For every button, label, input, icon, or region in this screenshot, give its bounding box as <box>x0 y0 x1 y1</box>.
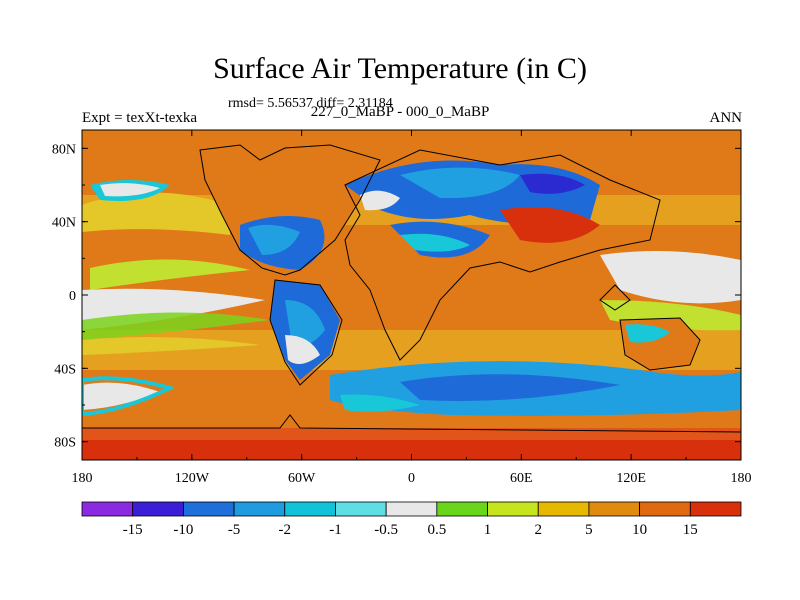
mideast-cyan <box>400 233 470 252</box>
southern-ocean-cyan <box>340 394 420 412</box>
lon-tick-label: 180 <box>72 471 93 486</box>
colorbar-swatch <box>132 501 184 517</box>
colorbar-label: 2 <box>534 522 542 538</box>
colorbar: -15 -10 -5 -2 -1 -0.5 0.5 1 2 5 10 15 <box>81 501 742 538</box>
colorbar-swatch <box>233 501 286 517</box>
lon-tick-label: 120W <box>175 471 210 486</box>
sa-white <box>285 335 320 364</box>
tropical-green <box>90 259 250 290</box>
experiment-label: Expt = texXt-texka <box>82 110 198 126</box>
lat-tick-label: 40S <box>54 362 76 377</box>
colorbar-label: -0.5 <box>374 522 398 538</box>
asia-hot <box>500 207 600 243</box>
colorbar-label: 15 <box>683 522 698 538</box>
lon-tick-label: 0 <box>408 471 415 486</box>
colorbar-swatch <box>487 501 539 517</box>
temperature-field <box>82 130 741 460</box>
subtitle-label: 227_0_MaBP - 000_0_MaBP <box>310 104 490 120</box>
sa-lightblue <box>285 300 325 346</box>
eurasia-lightblue <box>400 167 520 199</box>
npac-white <box>100 183 160 197</box>
coastlines <box>82 144 741 433</box>
lat-tick-label: 80S <box>54 436 76 451</box>
plot-title: Surface Air Temperature (in C) <box>213 52 587 85</box>
colorbar-swatch <box>639 501 691 517</box>
spac-cyan-ring <box>82 376 176 417</box>
season-label: ANN <box>709 110 743 126</box>
colorbar-label: -5 <box>228 522 241 538</box>
lon-tick-label: 120E <box>616 471 646 486</box>
spac-white <box>82 382 160 410</box>
colorbar-label: 10 <box>632 522 647 538</box>
lat-tick-label: 40N <box>52 216 76 231</box>
colorbar-swatch <box>436 501 488 517</box>
colorbar-swatch <box>182 501 235 517</box>
colorbar-swatch <box>588 501 641 517</box>
eurasia-darkblue <box>520 173 585 194</box>
colorbar-swatch <box>81 501 134 517</box>
antarctic-deep <box>82 440 741 460</box>
colorbar-swatch <box>385 501 438 517</box>
na-lightblue <box>248 224 300 255</box>
npac-yellow <box>82 192 230 235</box>
colorbar-label: 1 <box>484 522 492 538</box>
tropical-yellow <box>82 336 260 355</box>
colorbar-swatch <box>689 501 742 517</box>
colorbar-label: 0.5 <box>427 522 446 538</box>
southern-ocean-blue <box>400 374 620 401</box>
lon-tick-label: 60W <box>288 471 316 486</box>
wpac-white <box>600 251 741 304</box>
lat-tick-label: 80N <box>52 142 76 157</box>
colorbar-label: -1 <box>329 522 342 538</box>
colorbar-swatch <box>335 501 387 517</box>
axis-tick-labels: 180 120W 60W 0 60E 120E 180 80N 40N 0 40S 80S <box>52 142 752 486</box>
tropical-green-2 <box>82 312 270 340</box>
colorbar-label: -15 <box>123 522 143 538</box>
colorbar-label: -10 <box>173 522 193 538</box>
lon-tick-label: 180 <box>731 471 752 486</box>
colorbar-label: 5 <box>585 522 593 538</box>
colorbar-swatch <box>284 501 336 517</box>
eurasia-white <box>360 190 400 211</box>
colorbar-label: -2 <box>279 522 292 538</box>
colorbar-swatch <box>537 501 590 517</box>
lat-tick-label: 0 <box>69 289 76 304</box>
axis-ticks <box>81 130 742 460</box>
australia-cyan <box>625 324 670 343</box>
stats-label: rmsd= 5.56537 diff= 2.31184 <box>228 96 393 111</box>
lon-tick-label: 60E <box>510 471 533 486</box>
arctic <box>82 130 741 155</box>
